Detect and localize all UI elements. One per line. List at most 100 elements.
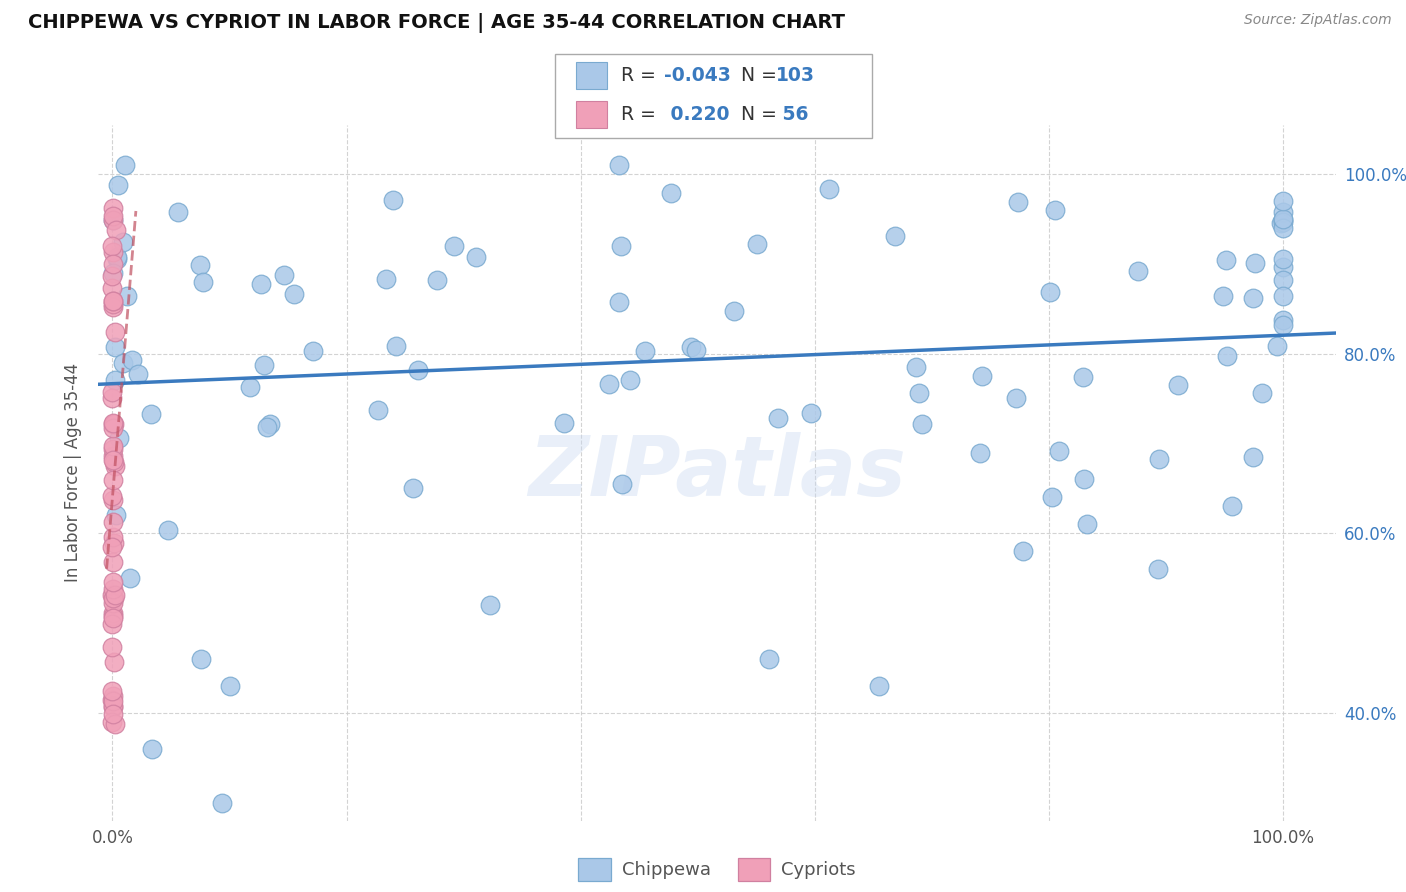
Point (101, 453, 124, 467)
Point (273, 268, 295, 283)
Point (817, 182, 839, 196)
Point (103, 474, 125, 488)
Point (382, 193, 405, 207)
Point (1251, 385, 1274, 400)
Point (101, 530, 124, 544)
Text: 0.220: 0.220 (664, 105, 730, 124)
Point (1040, 490, 1063, 504)
Point (103, 417, 125, 431)
Point (101, 417, 124, 431)
Point (101, 209, 124, 223)
Point (101, 706, 124, 721)
Point (101, 294, 124, 309)
Point (1039, 285, 1062, 299)
Point (101, 515, 124, 529)
Point (1272, 252, 1295, 266)
Point (1220, 500, 1243, 514)
Text: 56: 56 (776, 105, 808, 124)
Text: 103: 103 (776, 66, 815, 86)
Point (1243, 256, 1265, 270)
Point (101, 439, 124, 453)
Point (385, 339, 408, 353)
Point (101, 213, 124, 227)
Point (1272, 260, 1295, 275)
Point (101, 296, 124, 310)
Point (141, 741, 163, 756)
Point (101, 715, 124, 730)
Text: N =: N = (741, 66, 783, 86)
Point (259, 417, 281, 431)
Point (1265, 338, 1288, 352)
Point (1212, 289, 1234, 303)
Point (103, 417, 125, 431)
Point (108, 431, 131, 445)
Point (104, 717, 127, 731)
Point (101, 589, 124, 603)
Point (103, 442, 125, 456)
Point (406, 363, 429, 377)
Legend: Chippewa, Cypriots: Chippewa, Cypriots (571, 850, 863, 888)
Point (1241, 291, 1264, 305)
Point (101, 596, 124, 610)
Point (103, 300, 125, 314)
Point (101, 694, 124, 708)
Text: R =: R = (621, 66, 662, 86)
Text: -0.043: -0.043 (664, 66, 731, 86)
Point (1272, 272, 1295, 286)
Point (105, 252, 128, 266)
Point (101, 245, 124, 260)
Point (969, 445, 991, 459)
Point (103, 536, 125, 550)
Point (101, 492, 124, 507)
Point (607, 158, 630, 172)
Point (1076, 517, 1098, 532)
Point (104, 223, 127, 237)
Point (101, 700, 124, 714)
Point (374, 271, 396, 285)
Point (101, 257, 124, 271)
Point (1146, 562, 1168, 576)
Point (610, 239, 633, 253)
Point (1272, 221, 1295, 235)
Point (301, 343, 323, 358)
Point (443, 239, 465, 253)
Point (211, 796, 233, 810)
Point (219, 679, 242, 693)
Point (908, 386, 931, 401)
Point (1071, 370, 1094, 384)
Point (112, 235, 135, 250)
Point (1012, 544, 1035, 558)
Point (101, 684, 124, 698)
Point (101, 384, 124, 399)
Point (619, 373, 641, 387)
Point (139, 407, 162, 421)
Point (101, 640, 124, 655)
Point (105, 250, 128, 264)
Point (101, 556, 124, 570)
Point (167, 204, 190, 219)
Point (250, 277, 273, 291)
Point (1272, 194, 1295, 209)
Point (104, 508, 127, 523)
Point (104, 373, 127, 387)
Point (101, 699, 124, 714)
Point (1272, 204, 1295, 219)
Point (633, 343, 655, 358)
Point (101, 266, 124, 280)
Point (1272, 289, 1295, 303)
Point (101, 281, 124, 295)
Point (103, 655, 125, 669)
Point (101, 293, 124, 308)
Point (1272, 212, 1295, 227)
Point (101, 269, 124, 284)
Point (188, 258, 211, 272)
Point (884, 228, 907, 243)
Point (107, 178, 129, 192)
Point (104, 340, 127, 354)
Point (101, 239, 124, 253)
Point (758, 652, 780, 666)
Point (685, 343, 707, 358)
Point (256, 420, 278, 434)
Point (101, 609, 124, 624)
Point (190, 652, 212, 666)
